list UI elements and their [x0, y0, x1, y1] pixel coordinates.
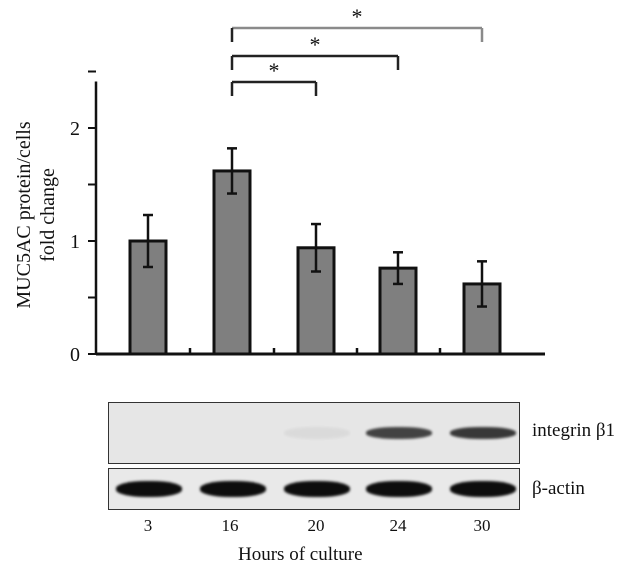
- significance-star: *: [310, 32, 321, 57]
- y-tick-label: 1: [70, 231, 80, 253]
- blot-band: [366, 481, 432, 497]
- significance-star: *: [269, 58, 280, 83]
- x-tick-label: 3: [143, 516, 153, 535]
- y-axis-label: MUC5AC protein/cells fold change: [0, 0, 80, 385]
- y-axis-label-line-2: fold change: [37, 168, 59, 262]
- blot-band: [116, 481, 182, 497]
- x-tick-label: 24: [389, 516, 407, 535]
- bar-16: [212, 169, 252, 356]
- y-axis-label-line-1: MUC5AC protein/cells: [13, 121, 35, 308]
- blot-strip-integrin: [108, 402, 520, 464]
- blot-band: [366, 427, 432, 439]
- x-tick-label: 30: [473, 516, 491, 535]
- x-axis-label: Hours of culture: [238, 544, 363, 565]
- y-tick-label: 0: [70, 344, 80, 366]
- blot-band: [284, 481, 350, 497]
- significance-star: *: [352, 4, 363, 29]
- blot-strip-actin: [108, 468, 520, 510]
- blot-band: [450, 481, 516, 497]
- blot-label-actin: β-actin: [532, 478, 585, 499]
- blot-band: [200, 481, 266, 497]
- blot-label-integrin: integrin β1: [532, 420, 616, 441]
- bar-3: [128, 239, 168, 356]
- blot-band: [450, 427, 516, 439]
- x-tick-label: 20: [307, 516, 325, 535]
- x-tick-label: 16: [221, 516, 239, 535]
- blot-band: [284, 427, 350, 439]
- y-tick-label: 2: [70, 118, 80, 140]
